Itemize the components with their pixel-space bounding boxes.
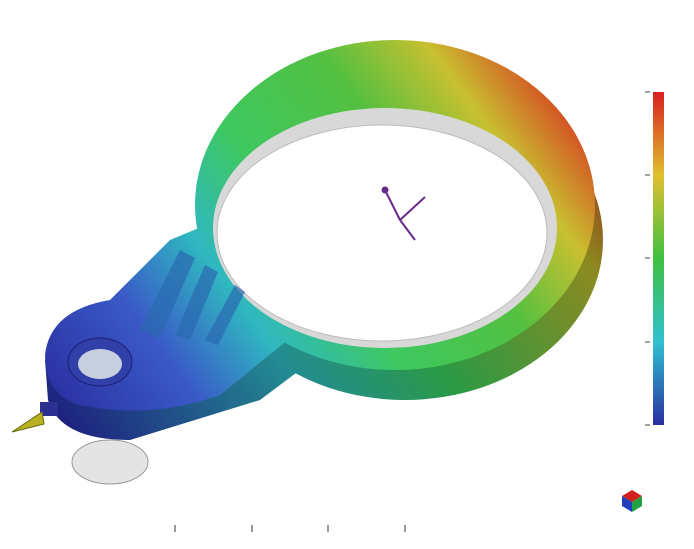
part-model xyxy=(12,40,603,484)
legend-ticks xyxy=(645,92,650,425)
view-cube xyxy=(622,490,642,512)
hole xyxy=(217,125,547,341)
fea-viewport xyxy=(0,0,694,549)
color-legend xyxy=(653,92,664,425)
support xyxy=(72,440,148,484)
hub-bore-inner xyxy=(78,349,122,379)
load-cone xyxy=(12,412,44,432)
scale-ruler xyxy=(175,525,405,532)
